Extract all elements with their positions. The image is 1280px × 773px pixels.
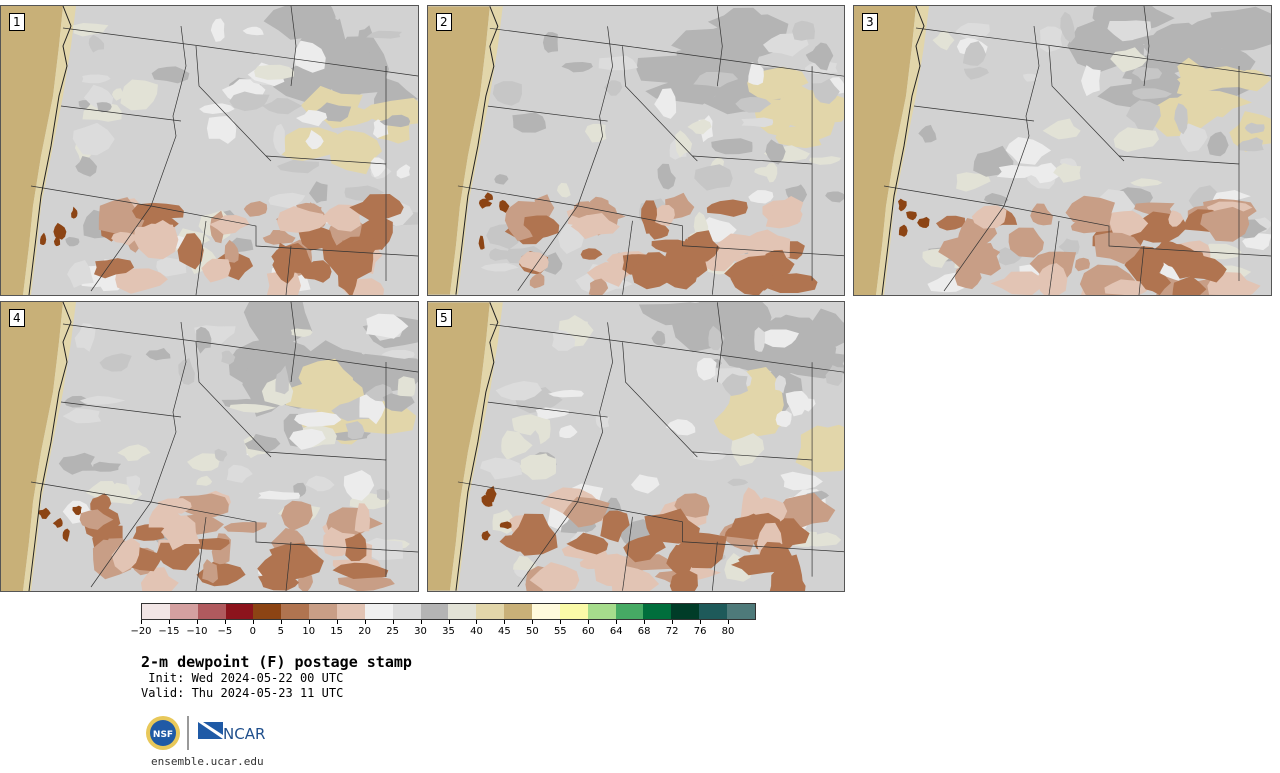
colorbar-tick (392, 620, 394, 624)
colorbar-tick-label: 20 (358, 626, 371, 637)
colorbar-tick-label: 30 (414, 626, 427, 637)
colorbar-swatch (281, 604, 310, 619)
colorbar-swatch (559, 604, 588, 619)
colorbar-tick (532, 620, 534, 624)
colorbar-tick-label: 25 (386, 626, 399, 637)
colorbar-swatch (615, 604, 644, 619)
colorbar-swatch (337, 604, 365, 619)
colorbar-tick-label: 64 (609, 626, 623, 637)
colorbar-tick (141, 620, 142, 624)
colorbar-tick (168, 620, 170, 624)
colorbar-swatch (392, 604, 421, 619)
colorbar-tick-label: −15 (158, 626, 180, 637)
colorbar-tick-label: 0 (249, 626, 256, 637)
colorbar-tick (560, 620, 562, 624)
colorbar-swatch (253, 604, 282, 619)
colorbar-tick-label: 40 (470, 626, 483, 637)
colorbar-swatch (587, 604, 616, 619)
colorbar-tick-label: 10 (302, 626, 316, 637)
colorbar-tick (308, 620, 310, 624)
colorbar-tick (700, 620, 702, 624)
member-number: 5 (436, 309, 452, 327)
colorbar-tick-label: 80 (721, 626, 735, 637)
colorbar-swatch (197, 604, 226, 619)
ncar-logo-text: NCAR (223, 725, 265, 743)
colorbar-tick (224, 620, 226, 624)
colorbar-tick (252, 620, 254, 624)
colorbar-tick-label: 15 (330, 626, 344, 637)
colorbar-tick (336, 620, 338, 624)
colorbar-tick (616, 620, 618, 624)
plot-title: 2-m dewpoint (F) postage stamp (141, 653, 412, 671)
colorbar-tick-label: 55 (553, 626, 567, 637)
colorbar-swatch (225, 604, 254, 619)
colorbar-swatch (671, 604, 700, 619)
colorbar-tick-label: 72 (665, 626, 679, 637)
colorbar-tick-label: −10 (186, 626, 208, 637)
colorbar-tick (728, 620, 730, 624)
colorbar (141, 603, 756, 620)
dewpoint-map-1 (1, 6, 418, 295)
colorbar-swatch (699, 604, 728, 619)
colorbar-swatch (448, 604, 477, 619)
colorbar-tick (280, 620, 282, 624)
colorbar-tick-label: 50 (525, 626, 539, 637)
colorbar-tick (420, 620, 422, 624)
member-number: 3 (862, 13, 878, 31)
colorbar-tick (196, 620, 198, 624)
colorbar-tick (504, 620, 506, 624)
colorbar-swatch (169, 604, 198, 619)
colorbar-swatch (532, 604, 560, 619)
colorbar-tick-label: 5 (277, 626, 284, 637)
colorbar-swatch (727, 604, 755, 619)
colorbar-tick (672, 620, 674, 624)
dewpoint-map-3 (854, 6, 1271, 295)
colorbar-tick-label: 35 (442, 626, 455, 637)
member-number: 4 (9, 309, 25, 327)
nsf-ncar-logo: NSF NCAR (145, 713, 275, 753)
stamp-panel-2: 2 (427, 5, 845, 296)
colorbar-swatch (142, 604, 170, 619)
colorbar-swatch (476, 604, 505, 619)
colorbar-tick (476, 620, 478, 624)
colorbar-tick (644, 620, 646, 624)
colorbar-tick (448, 620, 450, 624)
dewpoint-map-5 (428, 302, 844, 591)
colorbar-ticks: −20 −15 −10 −5 0 5 10 15 20 25 30 35 40 45 50 55 60 64 68 7… (130, 620, 756, 640)
colorbar-tick-label: 68 (637, 626, 651, 637)
website-url: ensemble.ucar.edu (151, 755, 264, 768)
nsf-logo-text: NSF (153, 730, 173, 740)
stamp-panel-3: 3 (853, 5, 1272, 296)
colorbar-tick-label: 60 (581, 626, 595, 637)
colorbar-tick (588, 620, 590, 624)
stamp-panel-4: 4 (0, 301, 419, 592)
init-time: Init: Wed 2024-05-22 00 UTC (141, 671, 344, 685)
stamp-panel-5: 5 (427, 301, 845, 592)
colorbar-tick (364, 620, 366, 624)
dewpoint-map-4 (1, 302, 418, 591)
colorbar-swatch (309, 604, 338, 619)
colorbar-tick-label: −5 (217, 626, 233, 637)
dewpoint-map-2 (428, 6, 844, 295)
colorbar-swatch (504, 604, 533, 619)
member-number: 2 (436, 13, 452, 31)
colorbar-tick-label: −20 (130, 626, 152, 637)
colorbar-swatch (420, 604, 449, 619)
colorbar-tick-label: 45 (498, 626, 511, 637)
stamp-panel-1: 1 (0, 5, 419, 296)
colorbar-swatch (643, 604, 672, 619)
valid-time: Valid: Thu 2024-05-23 11 UTC (141, 686, 344, 700)
colorbar-tick-label: 76 (693, 626, 707, 637)
member-number: 1 (9, 13, 25, 31)
colorbar-swatch (364, 604, 393, 619)
